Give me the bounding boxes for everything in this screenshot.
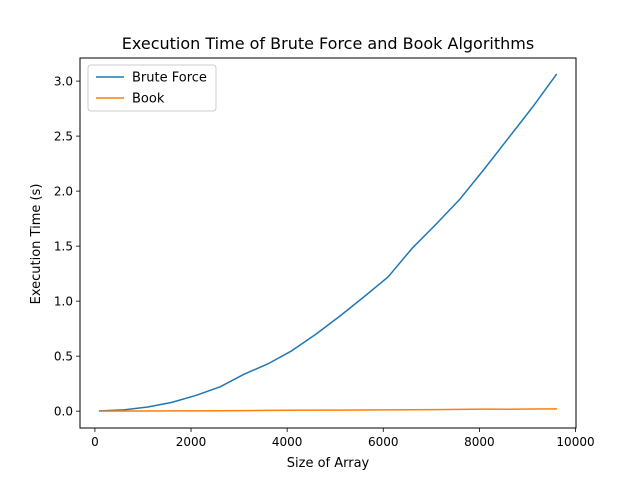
series-line-book — [98, 408, 558, 412]
y-axis: 0.0 0.5 1.0 1.5 2.0 2.5 3.0 — [54, 75, 80, 419]
series-layer — [98, 73, 558, 412]
legend-label: Book — [132, 92, 165, 107]
y-tick-label: 2.5 — [54, 130, 73, 144]
y-tick-label: 1.5 — [54, 240, 73, 254]
legend-label: Brute Force — [132, 71, 207, 86]
axes-frame — [79, 57, 577, 429]
y-tick-label: 2.0 — [54, 185, 73, 199]
y-tick-label: 3.0 — [54, 75, 73, 89]
x-tick-label: 10000 — [556, 435, 594, 449]
y-tick-label: 1.0 — [54, 295, 73, 309]
series-line-brute-force — [98, 73, 558, 412]
x-tick-label: 0 — [91, 435, 99, 449]
plot-area — [79, 57, 577, 429]
y-tick-label: 0.5 — [54, 350, 73, 364]
legend: Brute Force Book — [87, 64, 217, 112]
axes-background — [80, 58, 576, 428]
chart-title: Execution Time of Brute Force and Book A… — [122, 34, 534, 53]
x-axis: 0 2000 4000 6000 8000 10000 — [91, 428, 595, 449]
y-tick-label: 0.0 — [54, 405, 73, 419]
x-tick-label: 2000 — [176, 435, 207, 449]
x-axis-label: Size of Array — [287, 456, 370, 471]
x-tick-label: 8000 — [464, 435, 495, 449]
y-axis-label: Execution Time (s) — [29, 184, 44, 305]
x-tick-label: 4000 — [272, 435, 303, 449]
x-tick-label: 6000 — [368, 435, 399, 449]
